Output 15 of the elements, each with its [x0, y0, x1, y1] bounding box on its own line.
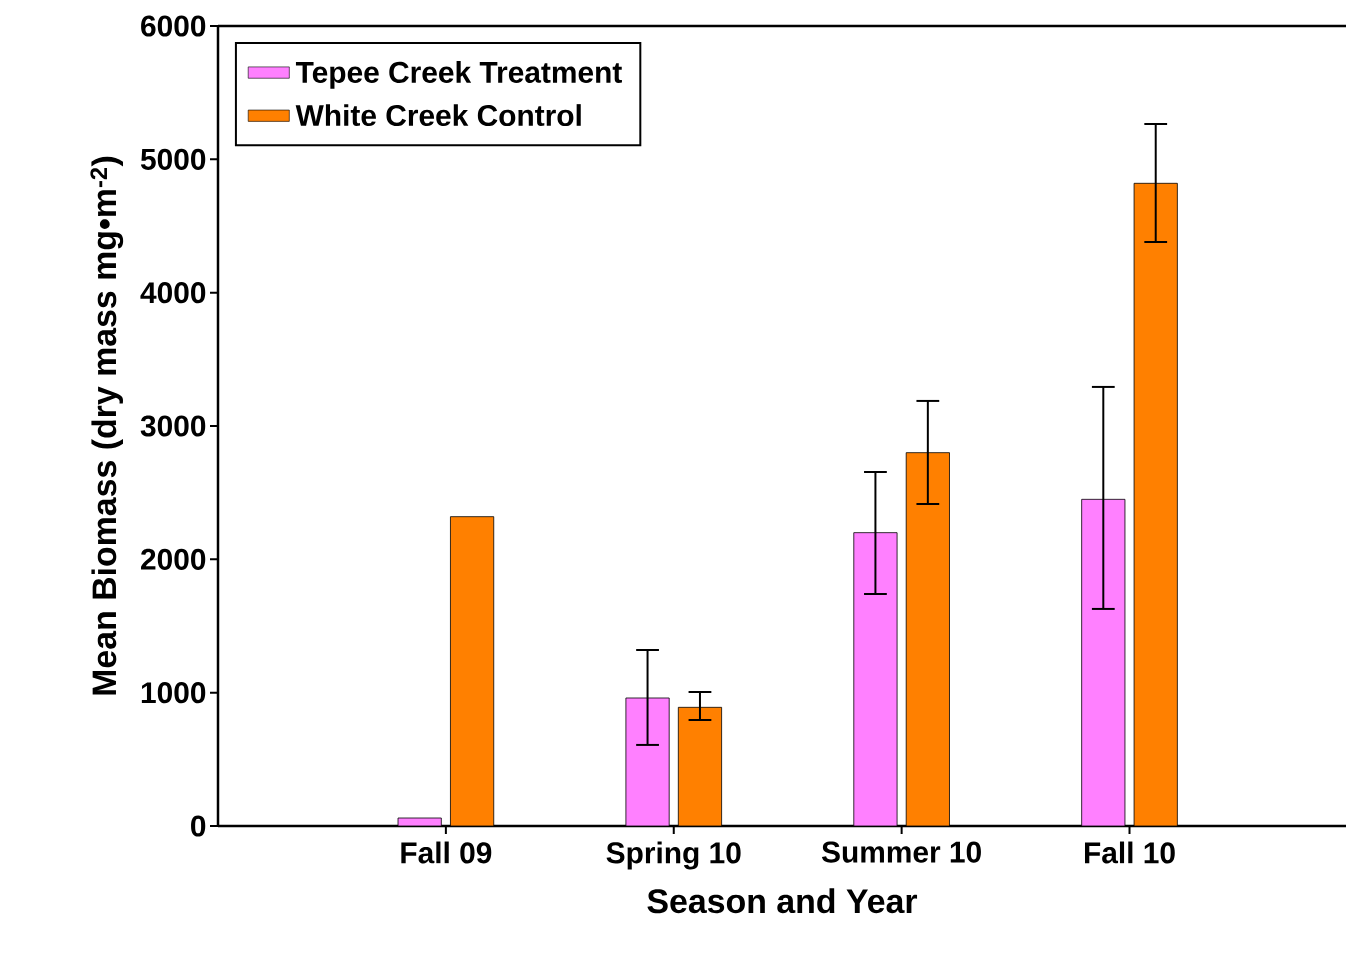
legend-label: Tepee Creek Treatment: [295, 60, 622, 89]
y-tick-label: 1000: [141, 682, 206, 704]
y-tick-label: 5000: [140, 148, 206, 170]
x-axis-title: Season and Year: [647, 888, 918, 914]
legend-label: White Creek Control: [295, 104, 581, 127]
x-tick-label: Fall 10: [1084, 841, 1175, 864]
y-tick-label: 2000: [141, 548, 206, 570]
y-tick-label: 3000: [140, 415, 206, 437]
x-tick-label: Spring 10: [606, 841, 741, 870]
x-tick-label: Summer 10: [821, 841, 981, 863]
x-tick-label: Fall 09: [401, 841, 492, 864]
y-tick-label: 4000: [140, 282, 206, 304]
y-tick-label: 0: [191, 815, 206, 837]
y-axis-title: Mean Biomass (dry mass mg•m$^{-2}$): [90, 156, 124, 695]
y-tick-label: 6000: [141, 15, 206, 37]
